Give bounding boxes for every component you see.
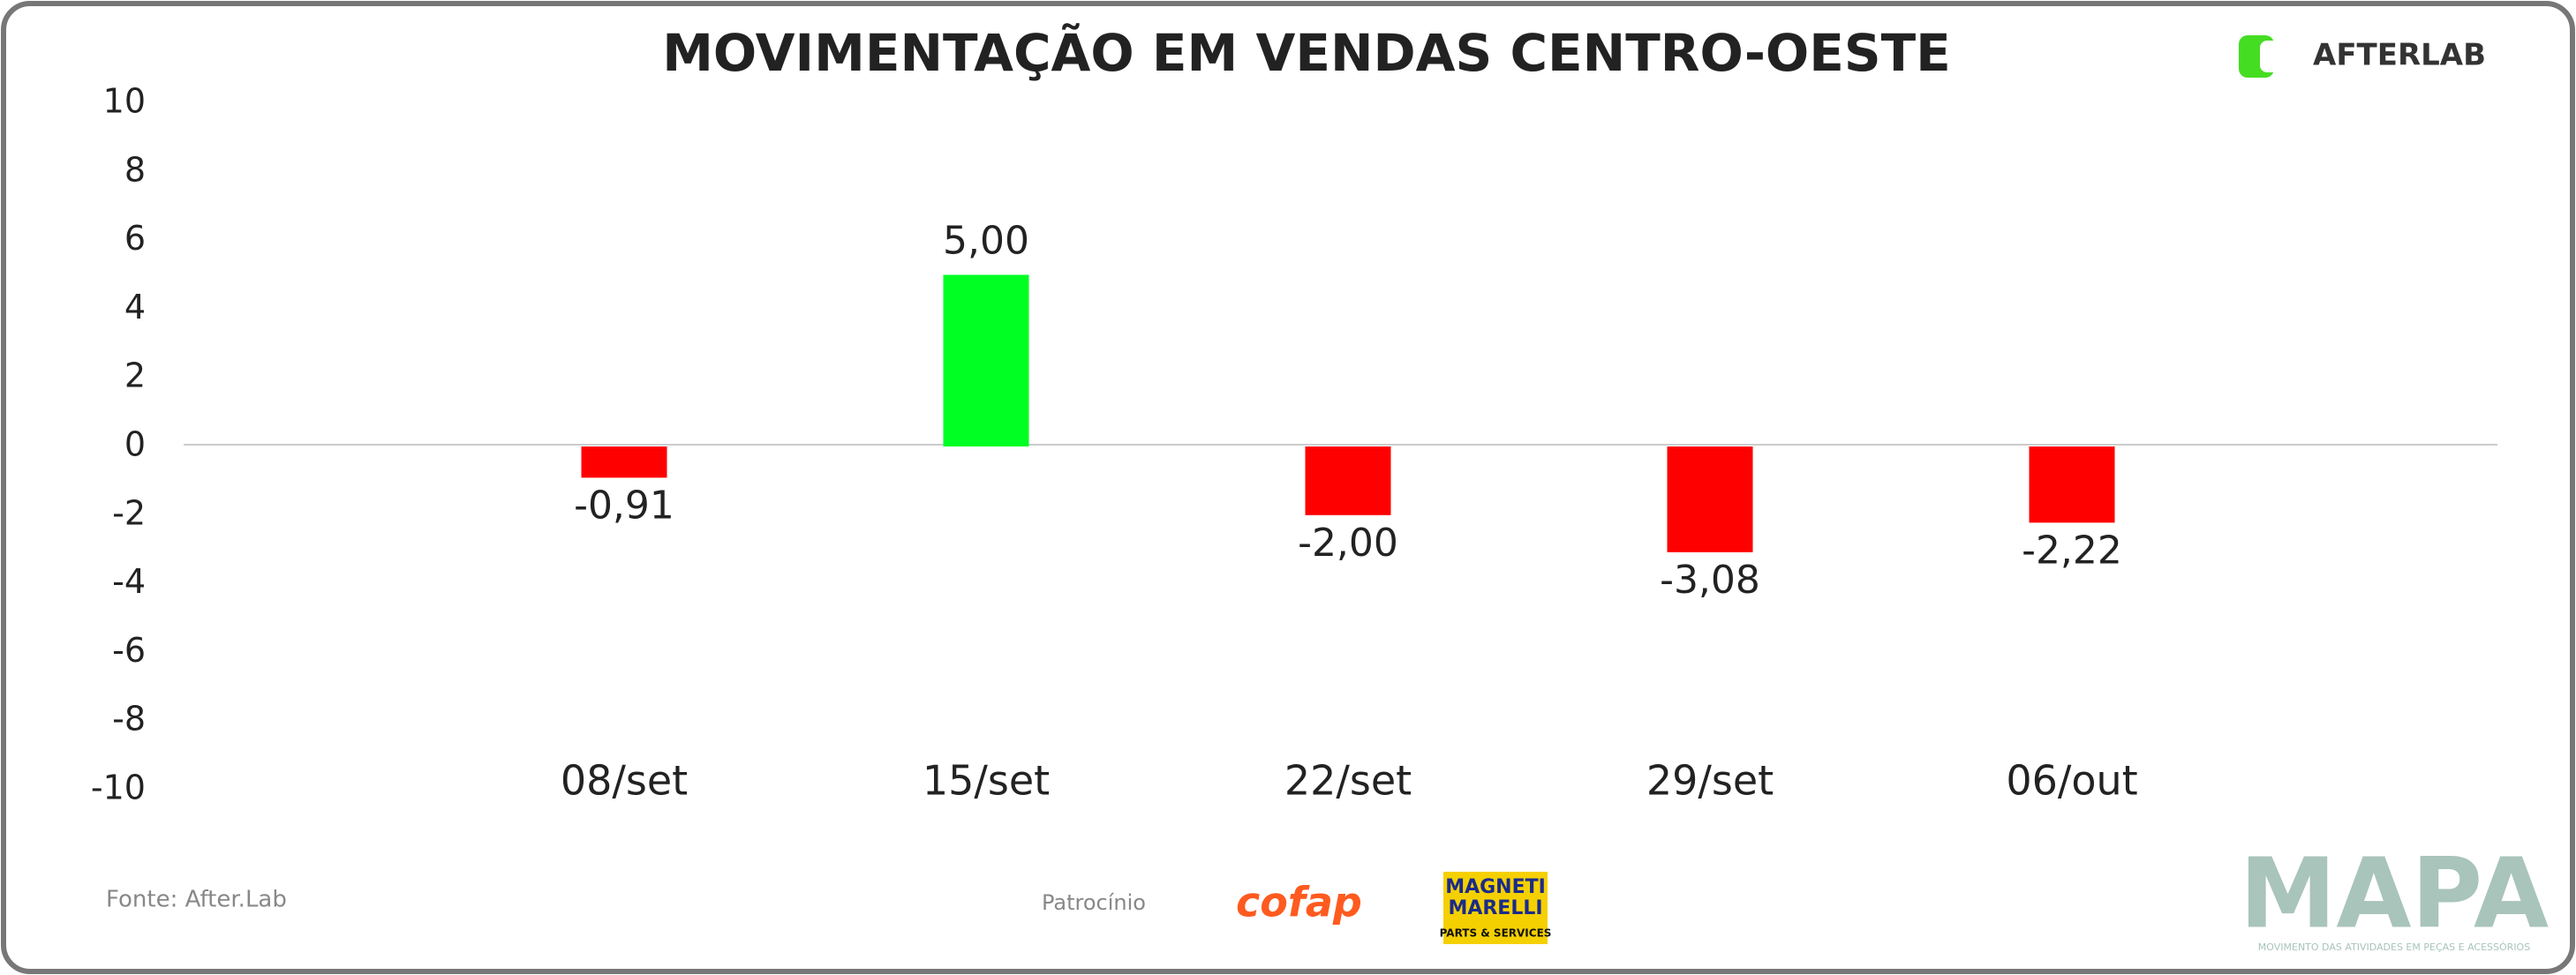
mapa-tagline: MOVIMENTO DAS ATIVIDADES EM PEÇAS E ACES…	[2258, 941, 2530, 953]
logo-icon-cut	[2260, 41, 2286, 72]
logo-text: AFTERLAB	[2313, 38, 2486, 73]
value-label: -0,91	[574, 483, 674, 528]
value-label: 5,00	[943, 219, 1029, 264]
y-tick-label: -8	[112, 700, 146, 739]
source: Fonte: After.Lab	[106, 887, 287, 913]
y-tick-label: -10	[91, 769, 146, 807]
bar	[2029, 446, 2115, 523]
y-tick-label: 0	[124, 425, 146, 464]
y-tick-label: -4	[112, 562, 146, 601]
sponsor-label: Patrocínio	[1042, 890, 1146, 915]
x-tick-label: 22/set	[1284, 757, 1412, 805]
x-tick-label: 15/set	[923, 757, 1050, 805]
x-tick-label: 06/out	[2006, 757, 2137, 805]
y-tick-label: -6	[112, 631, 146, 670]
bar	[1305, 446, 1391, 515]
value-label: -2,22	[2022, 528, 2122, 573]
bar	[1667, 446, 1753, 552]
bar	[581, 446, 667, 478]
bar	[943, 274, 1029, 446]
sponsor-box	[1443, 872, 1548, 944]
sponsor-cofap: cofap	[1236, 879, 1362, 926]
sponsor-parts: PARTS & SERVICES	[1440, 927, 1552, 940]
mapa-logo: MAPA	[2240, 836, 2549, 949]
value-label: -2,00	[1298, 521, 1398, 566]
chart-title: MOVIMENTAÇÃO EM VENDAS CENTRO-OESTE	[662, 22, 1951, 83]
x-tick-label: 08/set	[561, 757, 688, 805]
x-tick-label: 29/set	[1646, 757, 1774, 805]
y-tick-label: 8	[124, 150, 146, 189]
value-label: -3,08	[1660, 558, 1760, 603]
y-tick-label: 6	[124, 219, 146, 258]
y-tick-label: 10	[103, 82, 146, 121]
sponsor-magneti: MAGNETI	[1445, 876, 1546, 898]
y-tick-label: 4	[124, 288, 146, 326]
y-tick-label: 2	[124, 356, 146, 395]
y-tick-label: -2	[112, 493, 146, 532]
sponsor-marelli: MARELLI	[1448, 897, 1542, 919]
